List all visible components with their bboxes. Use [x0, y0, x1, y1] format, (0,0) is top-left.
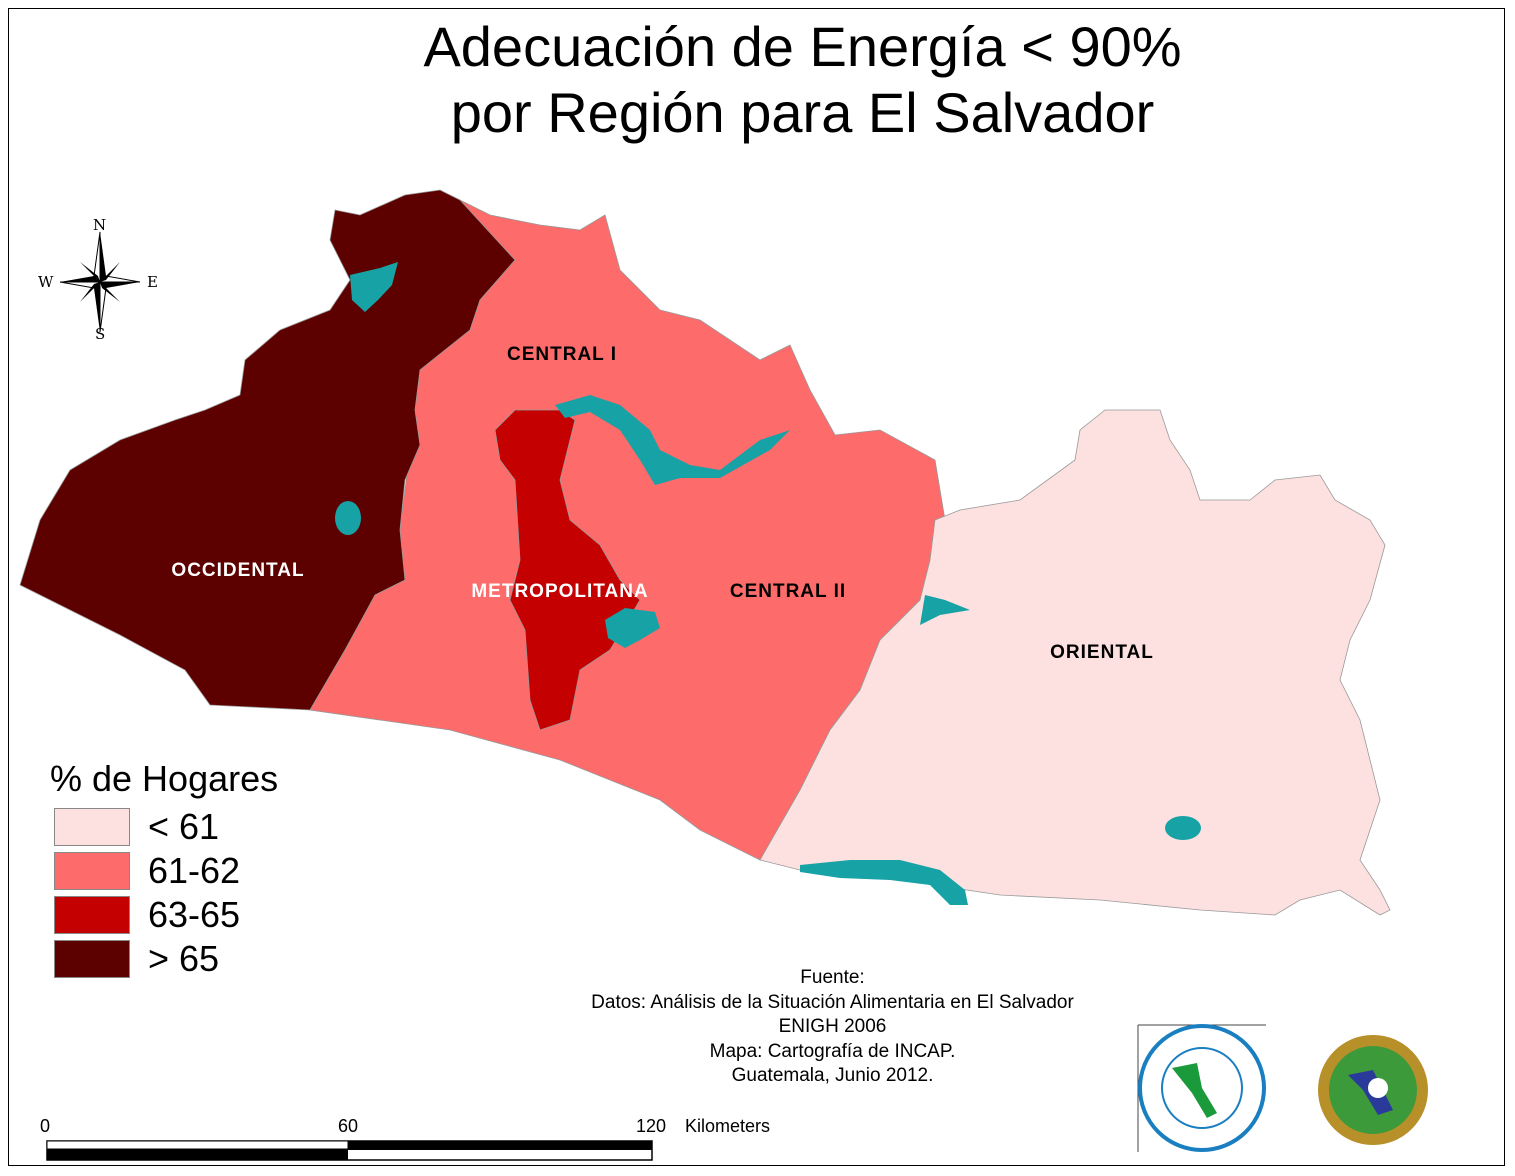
compass-w: W — [38, 273, 54, 291]
scale-tick-120: 120 — [636, 1116, 667, 1136]
legend-label: > 65 — [148, 938, 220, 979]
source-line: Guatemala, Junio 2012. — [731, 1065, 934, 1086]
lake-coatepeque — [335, 501, 361, 535]
compass-s: S — [95, 325, 106, 343]
scale-tick-0: 0 — [40, 1116, 51, 1136]
compass-e: E — [147, 273, 158, 291]
region-occidental — [19, 189, 516, 711]
label-central-ii: CENTRAL II — [730, 581, 846, 602]
embalse-cerron-grande — [555, 395, 790, 485]
legend-item: 61-62 — [54, 850, 241, 891]
legend-title: % de Hogares — [50, 758, 279, 799]
legend-swatch — [54, 896, 130, 934]
compass-n: N — [93, 216, 107, 234]
sica-logo — [1318, 1035, 1428, 1145]
scale-bar — [46, 1140, 653, 1161]
region-labels: OCCIDENTAL CENTRAL I METROPOLITANA CENTR… — [171, 344, 1154, 663]
label-oriental: ORIENTAL — [1050, 642, 1154, 663]
coastal-estuary — [800, 860, 968, 905]
water-bodies — [335, 262, 1201, 905]
incap-logo — [1137, 1024, 1266, 1152]
scale-tick-60: 60 — [338, 1116, 359, 1136]
label-occidental: OCCIDENTAL — [171, 560, 304, 581]
rio-lempa — [920, 595, 970, 625]
scale-unit: Kilometers — [685, 1116, 771, 1136]
source-line: Datos: Análisis de la Situación Alimenta… — [591, 991, 1074, 1013]
laguna-olomega — [1165, 816, 1201, 840]
region-metropolitana — [494, 409, 641, 731]
legend-label: < 61 — [148, 806, 220, 847]
legend-swatch — [54, 808, 130, 846]
legend-item: 63-65 — [54, 894, 241, 935]
region-oriental — [759, 409, 1391, 916]
source-notes: Fuente: Datos: Análisis de la Situación … — [540, 966, 1125, 1089]
source-line: ENIGH 2006 — [778, 1016, 887, 1037]
legend-item: < 61 — [54, 806, 220, 847]
legend-item: > 65 — [54, 938, 220, 979]
source-line: Mapa: Cartografía de INCAP. — [709, 1040, 956, 1062]
legend-label: 61-62 — [148, 850, 241, 891]
legend-swatch — [54, 940, 130, 978]
label-metropolitana: METROPOLITANA — [471, 581, 648, 602]
map-frame — [8, 8, 1505, 1166]
map-title-line2: por Región para El Salvador — [450, 81, 1155, 144]
label-central-i: CENTRAL I — [507, 344, 617, 365]
compass-rose-icon — [59, 231, 141, 333]
source-line: Fuente: — [800, 967, 865, 988]
lake-ilopango — [605, 608, 660, 648]
lake-guija — [350, 262, 398, 312]
map-title-line1: Adecuación de Energía < 90% — [423, 15, 1182, 78]
legend-swatch — [54, 852, 130, 890]
legend-label: 63-65 — [148, 894, 241, 935]
